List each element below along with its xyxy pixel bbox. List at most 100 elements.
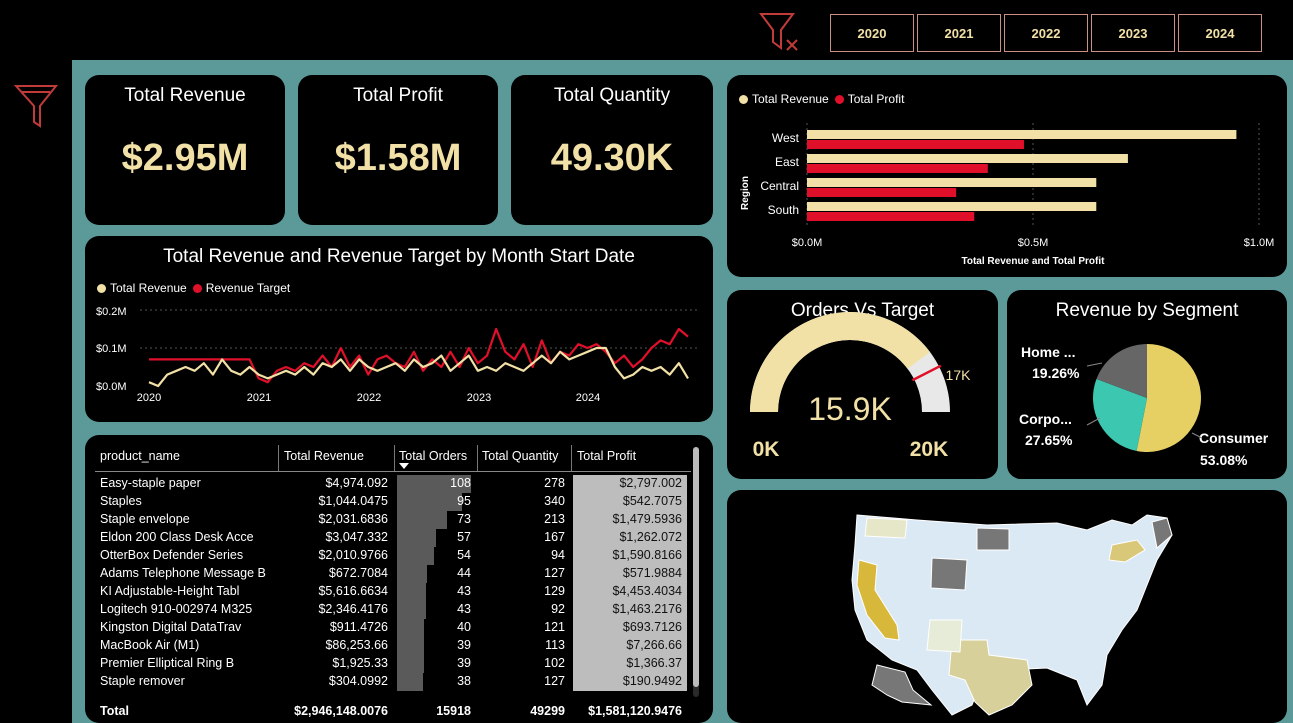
cell-revenue: $1,044.0475	[318, 494, 388, 508]
cell-profit: $1,463.2176	[612, 602, 682, 616]
profit-cell-background	[573, 601, 687, 619]
profit-cell-background	[573, 637, 687, 655]
table-row[interactable]: Staple remover $304.0992 38 127 $190.9492	[95, 673, 691, 691]
segment-pie-card[interactable]: Revenue by Segment Home ... 19.26% Corpo…	[1007, 290, 1287, 479]
report-canvas: Total Revenue $2.95M Total Profit $1.58M…	[72, 60, 1293, 723]
profit-cell-background	[573, 493, 687, 511]
cell-orders: 44	[457, 566, 471, 580]
column-header[interactable]: Total Orders	[399, 449, 468, 463]
table-row[interactable]: Premier Elliptical Ring B $1,925.33 39 102 $…	[95, 655, 691, 673]
bar-revenue[interactable]	[807, 130, 1237, 139]
bar-profit[interactable]	[807, 140, 1024, 149]
map-state-alaska[interactable]	[871, 664, 933, 706]
column-header[interactable]: Total Quantity	[482, 449, 559, 463]
legend-swatch	[192, 283, 202, 293]
pie-slice-home-office[interactable]	[1096, 344, 1147, 398]
bar-revenue[interactable]	[807, 154, 1128, 163]
kpi-value: $1.58M	[334, 137, 462, 179]
cell-product-name: Easy-staple paper	[100, 476, 201, 490]
column-header[interactable]: Total Revenue	[284, 449, 364, 463]
column-header[interactable]: product_name	[100, 449, 180, 463]
cell-profit: $1,479.5936	[612, 512, 682, 526]
map-state-maine[interactable]	[1151, 517, 1173, 549]
line-total-revenue[interactable]	[148, 346, 689, 388]
cell-orders: 40	[457, 620, 471, 634]
map-state-new-mexico[interactable]	[926, 619, 963, 653]
us-map[interactable]	[727, 490, 1287, 723]
chart-legend: Total Revenue Revenue Target	[97, 281, 290, 295]
cell-product-name: Premier Elliptical Ring B	[100, 656, 235, 670]
cell-product-name: Staple envelope	[100, 512, 190, 526]
bar-profit[interactable]	[807, 164, 988, 173]
chart-title: Revenue by Segment	[1055, 300, 1239, 321]
region-bar-chart-card[interactable]: Total Revenue Total Profit Region Total …	[727, 75, 1287, 277]
cell-product-name: Eldon 200 Class Desk Acce	[100, 530, 254, 544]
orders-data-bar	[397, 511, 447, 529]
table-header: product_name Total Revenue Total Orders …	[95, 445, 691, 472]
map-state-california[interactable]	[856, 559, 900, 641]
bar-profit[interactable]	[807, 212, 975, 221]
bar-revenue[interactable]	[807, 202, 1097, 211]
year-button-2024[interactable]: 2024	[1178, 14, 1262, 52]
cell-profit: $1,366.37	[626, 656, 682, 670]
x-tick-label: 2020	[137, 392, 161, 404]
legend-label: Revenue Target	[205, 281, 291, 295]
table-row[interactable]: Adams Telephone Message B $672.7084 44 127 $…	[95, 565, 691, 583]
table-total-row: Total $2,946,148.0076 15918 49299 $1,581…	[95, 703, 691, 723]
x-tick-label: $0.5M	[1018, 237, 1049, 249]
scrollbar-thumb[interactable]	[693, 447, 699, 687]
sort-desc-icon[interactable]	[399, 463, 409, 470]
year-button-2021[interactable]: 2021	[917, 14, 1001, 52]
cell-profit: $1,590.8166	[612, 548, 682, 562]
x-tick-label: 2021	[247, 392, 271, 404]
cell-quantity: 129	[544, 584, 565, 598]
bar-revenue[interactable]	[807, 178, 1097, 187]
table-row[interactable]: OtterBox Defender Series $2,010.9766 54 94 $…	[95, 547, 691, 565]
table-row[interactable]: Eldon 200 Class Desk Acce $3,047.332 57 167…	[95, 529, 691, 547]
table-row[interactable]: Easy-staple paper $4,974.092 108 278 $2,797.…	[95, 475, 691, 493]
cell-revenue: $2,346.4176	[318, 602, 388, 616]
cell-revenue: $86,253.66	[325, 638, 388, 652]
profit-cell-background	[573, 673, 687, 691]
year-button-2020[interactable]: 2020	[830, 14, 914, 52]
total-label: Total	[100, 704, 129, 718]
column-header[interactable]: Total Profit	[577, 449, 637, 463]
x-tick-label: 2023	[467, 392, 491, 404]
year-button-2022[interactable]: 2022	[1004, 14, 1088, 52]
revenue-line-chart-card[interactable]: Total Revenue and Revenue Target by Mont…	[85, 236, 713, 422]
product-table-card[interactable]: product_name Total Revenue Total Orders …	[85, 435, 713, 723]
legend-label: Total Revenue	[110, 281, 187, 295]
line-revenue-target[interactable]	[149, 327, 689, 384]
map-state-new-york[interactable]	[1108, 539, 1146, 563]
column-divider	[394, 445, 395, 471]
table-row[interactable]: Kingston Digital DataTrav $911.4726 40 121 $…	[95, 619, 691, 637]
orders-gauge-card[interactable]: Orders Vs Target 15.9K 0K 20K 17K	[727, 290, 998, 479]
map-state-texas[interactable]	[948, 639, 1033, 716]
gauge-value: 15.9K	[808, 391, 892, 427]
filter-icon[interactable]	[14, 82, 60, 130]
chart-title: Total Revenue and Revenue Target by Mont…	[163, 246, 635, 267]
table-row[interactable]: KI Adjustable-Height Tabl $5,616.6634 43 12…	[95, 583, 691, 601]
category-label: East	[775, 155, 800, 169]
pie-label-name: Corpo...	[1019, 411, 1072, 427]
table-row[interactable]: Logitech 910-002974 M325 $2,346.4176 43 92 $…	[95, 601, 691, 619]
map-state-wyoming[interactable]	[930, 557, 968, 591]
pie-slice-consumer[interactable]	[1136, 344, 1201, 452]
map-state-washington[interactable]	[864, 517, 908, 539]
year-button-2023[interactable]: 2023	[1091, 14, 1175, 52]
cell-quantity: 121	[544, 620, 565, 634]
left-sidebar	[0, 60, 72, 723]
category-label: West	[772, 131, 800, 145]
bar-profit[interactable]	[807, 188, 957, 197]
pie-label-name: Home ...	[1021, 344, 1075, 360]
table-row[interactable]: Staples $1,044.0475 95 340 $542.7075	[95, 493, 691, 511]
us-map-card[interactable]	[727, 490, 1287, 723]
table-scrollbar[interactable]	[693, 447, 699, 697]
table-row[interactable]: Staple envelope $2,031.6836 73 213 $1,479.59…	[95, 511, 691, 529]
pie-slice-corporate[interactable]	[1093, 378, 1147, 451]
map-state-north-dakota[interactable]	[976, 527, 1010, 551]
clear-filter-icon[interactable]	[757, 12, 801, 54]
y-tick-label: $0.2M	[96, 306, 127, 318]
column-divider	[278, 445, 279, 471]
table-row[interactable]: MacBook Air (M1) $86,253.66 39 113 $7,266.66	[95, 637, 691, 655]
